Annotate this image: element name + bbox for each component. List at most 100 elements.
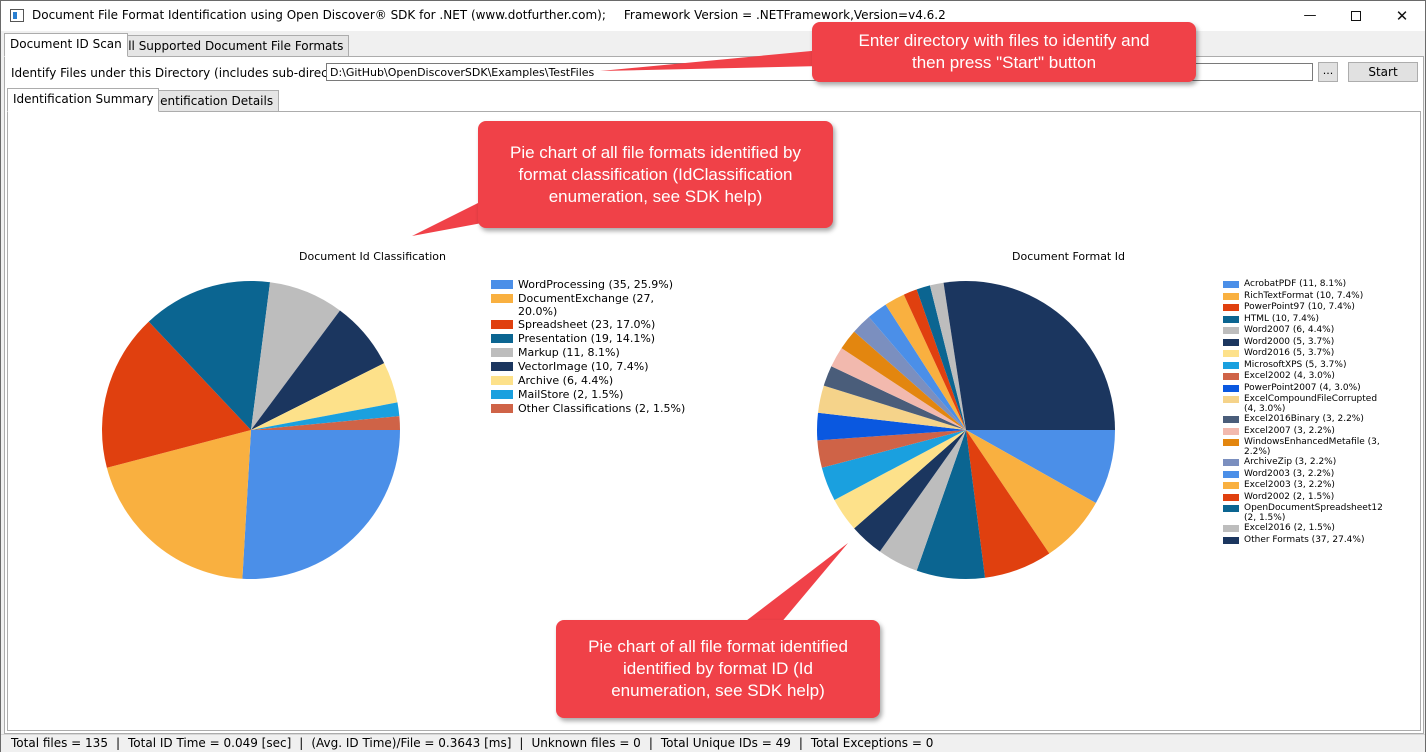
legend-label: Word2003 (3, 2.2%) — [1244, 468, 1335, 479]
legend-entry: WordProcessing (35, 25.9%) — [491, 278, 691, 292]
status-total-files: Total files = 135 — [11, 736, 108, 750]
maximize-button[interactable] — [1333, 1, 1379, 31]
classification-hint-line-1: Pie chart of all file formats identified… — [509, 142, 802, 162]
format-chart-title: Document Format Id — [1012, 250, 1125, 263]
app-icon — [10, 9, 24, 22]
legend-entry: AcrobatPDF (11, 8.1%) — [1223, 279, 1383, 291]
pie-slice-11 — [823, 366, 966, 430]
legend-swatch — [1223, 482, 1239, 489]
browse-button[interactable]: ... — [1318, 62, 1338, 82]
legend-swatch — [1223, 427, 1239, 435]
status-avg-id-time: (Avg. ID Time)/File = 0.3643 [ms] — [311, 736, 512, 750]
start-hint-line-1: Enter directory with files to identify a… — [858, 31, 1150, 50]
format-pie-chart — [816, 280, 1115, 579]
legend-label: VectorImage (10, 7.4%) — [518, 360, 649, 373]
tab-all-supported-formats[interactable]: All Supported Document File Formats — [114, 35, 350, 57]
pie-slice-6 — [834, 430, 966, 529]
legend-swatch — [491, 362, 513, 371]
pie-slice-16 — [885, 294, 966, 430]
pie-slice-10 — [818, 385, 966, 430]
title-bar[interactable]: Document File Format Identification usin… — [1, 1, 1425, 31]
legend-entry: Spreadsheet (23, 17.0%) — [491, 318, 691, 332]
legend-entry: Excel2003 (3, 2.2%) — [1223, 480, 1383, 492]
legend-swatch — [491, 390, 513, 399]
format-hint-line-1: Pie chart of all file format identified — [588, 637, 848, 656]
legend-label: WordProcessing (35, 25.9%) — [518, 278, 674, 291]
pie-slice-2 — [966, 430, 1050, 578]
start-button[interactable]: Start — [1348, 62, 1418, 82]
legend-swatch — [1223, 292, 1239, 300]
pie-slice-5 — [854, 430, 966, 552]
classification-hint-callout: Pie chart of all file formats identified… — [478, 121, 833, 228]
legend-swatch — [1223, 338, 1239, 346]
status-exceptions: Total Exceptions = 0 — [810, 736, 934, 750]
legend-label: DocumentExchange (27, 20.0%) — [518, 292, 655, 318]
legend-entry: Word2000 (5, 3.7%) — [1223, 337, 1383, 349]
legend-entry: Markup (11, 8.1%) — [491, 346, 691, 360]
pie-slice-14 — [854, 316, 966, 430]
legend-label: Word2007 (6, 4.4%) — [1244, 325, 1335, 335]
legend-swatch — [1223, 396, 1239, 403]
status-bar: Total files = 135 | Total ID Time = 0.049 … — [1, 734, 1425, 752]
legend-swatch — [491, 404, 513, 413]
pie-slice-8 — [251, 416, 400, 430]
tab-identification-summary[interactable]: Identification Summary — [7, 88, 160, 112]
legend-swatch — [1223, 315, 1239, 323]
legend-entry: DocumentExchange (27, 20.0%) — [491, 292, 691, 318]
legend-entry: Word2007 (6, 4.4%) — [1223, 325, 1383, 337]
legend-label: Spreadsheet (23, 17.0%) — [518, 318, 656, 331]
start-hint-line-2: then press "Start" button — [911, 53, 1097, 72]
legend-label: MailStore (2, 1.5%) — [518, 388, 624, 401]
legend-label: Word2002 (2, 1.5%) — [1244, 491, 1335, 502]
close-icon: ✕ — [1395, 7, 1409, 25]
classification-hint-line-2: format classification (IdClassification — [518, 164, 793, 184]
legend-label: Excel2003 (3, 2.2%) — [1244, 480, 1335, 490]
legend-entry: PowerPoint97 (10, 7.4%) — [1223, 302, 1383, 314]
legend-entry: Excel2002 (4, 3.0%) — [1223, 371, 1383, 383]
legend-label: Word2000 (5, 3.7%) — [1244, 336, 1335, 347]
legend-label: ArchiveZip (3, 2.2%) — [1244, 457, 1337, 467]
legend-swatch — [1223, 304, 1239, 311]
legend-entry: Word2003 (3, 2.2%) — [1223, 469, 1383, 481]
legend-entry: Excel2016Binary (3, 2.2%) — [1223, 414, 1383, 426]
classification-chart-title: Document Id Classification — [299, 250, 446, 263]
pie-slice-12 — [831, 348, 966, 430]
legend-swatch — [1223, 505, 1239, 512]
legend-entry: Excel2007 (3, 2.2%) — [1223, 426, 1383, 438]
legend-swatch — [1223, 281, 1239, 288]
legend-swatch — [1223, 459, 1239, 466]
pie-slice-17 — [903, 289, 966, 430]
legend-swatch — [491, 280, 513, 289]
tab-identification-details[interactable]: Identification Details — [143, 90, 280, 112]
legend-label: Archive (6, 4.4%) — [518, 374, 614, 387]
tab-document-id-scan[interactable]: Document ID Scan — [4, 33, 128, 57]
pie-slice-9 — [816, 412, 966, 441]
status-total-id-time: Total ID Time = 0.049 [sec] — [128, 736, 292, 750]
pie-slice-0 — [966, 430, 1115, 503]
pie-slice-2 — [102, 321, 251, 468]
legend-entry: VectorImage (10, 7.4%) — [491, 360, 691, 374]
legend-label: HTML (10, 7.4%) — [1244, 313, 1319, 324]
legend-label: MicrosoftXPS (5, 3.7%) — [1244, 359, 1347, 370]
pie-slice-18 — [916, 285, 966, 430]
legend-label: Excel2002 (4, 3.0%) — [1244, 371, 1335, 381]
legend-entry: Word2002 (2, 1.5%) — [1223, 492, 1383, 504]
legend-swatch — [1223, 416, 1239, 423]
format-hint-callout: Pie chart of all file format identified i… — [556, 620, 880, 718]
legend-swatch — [491, 294, 513, 303]
start-hint-callout: Enter directory with files to identify a… — [812, 22, 1196, 82]
legend-label: Excel2016Binary (3, 2.2%) — [1244, 414, 1364, 424]
legend-swatch — [1223, 350, 1239, 357]
legend-swatch — [491, 376, 513, 385]
legend-swatch — [1223, 525, 1239, 532]
close-button[interactable]: ✕ — [1379, 1, 1425, 31]
pie-slice-3 — [148, 281, 271, 430]
legend-entry: MailStore (2, 1.5%) — [491, 388, 691, 402]
pie-slice-7 — [821, 430, 966, 500]
legend-label: WindowsEnhancedMetafile (3, 2.2%) — [1244, 437, 1380, 457]
legend-entry: Other Formats (37, 27.4%) — [1223, 535, 1383, 547]
legend-swatch — [1223, 493, 1239, 501]
format-hint-line-2: identified by format ID (Id — [623, 659, 813, 678]
minimize-button[interactable]: — — [1287, 1, 1333, 31]
legend-swatch — [1223, 373, 1239, 380]
